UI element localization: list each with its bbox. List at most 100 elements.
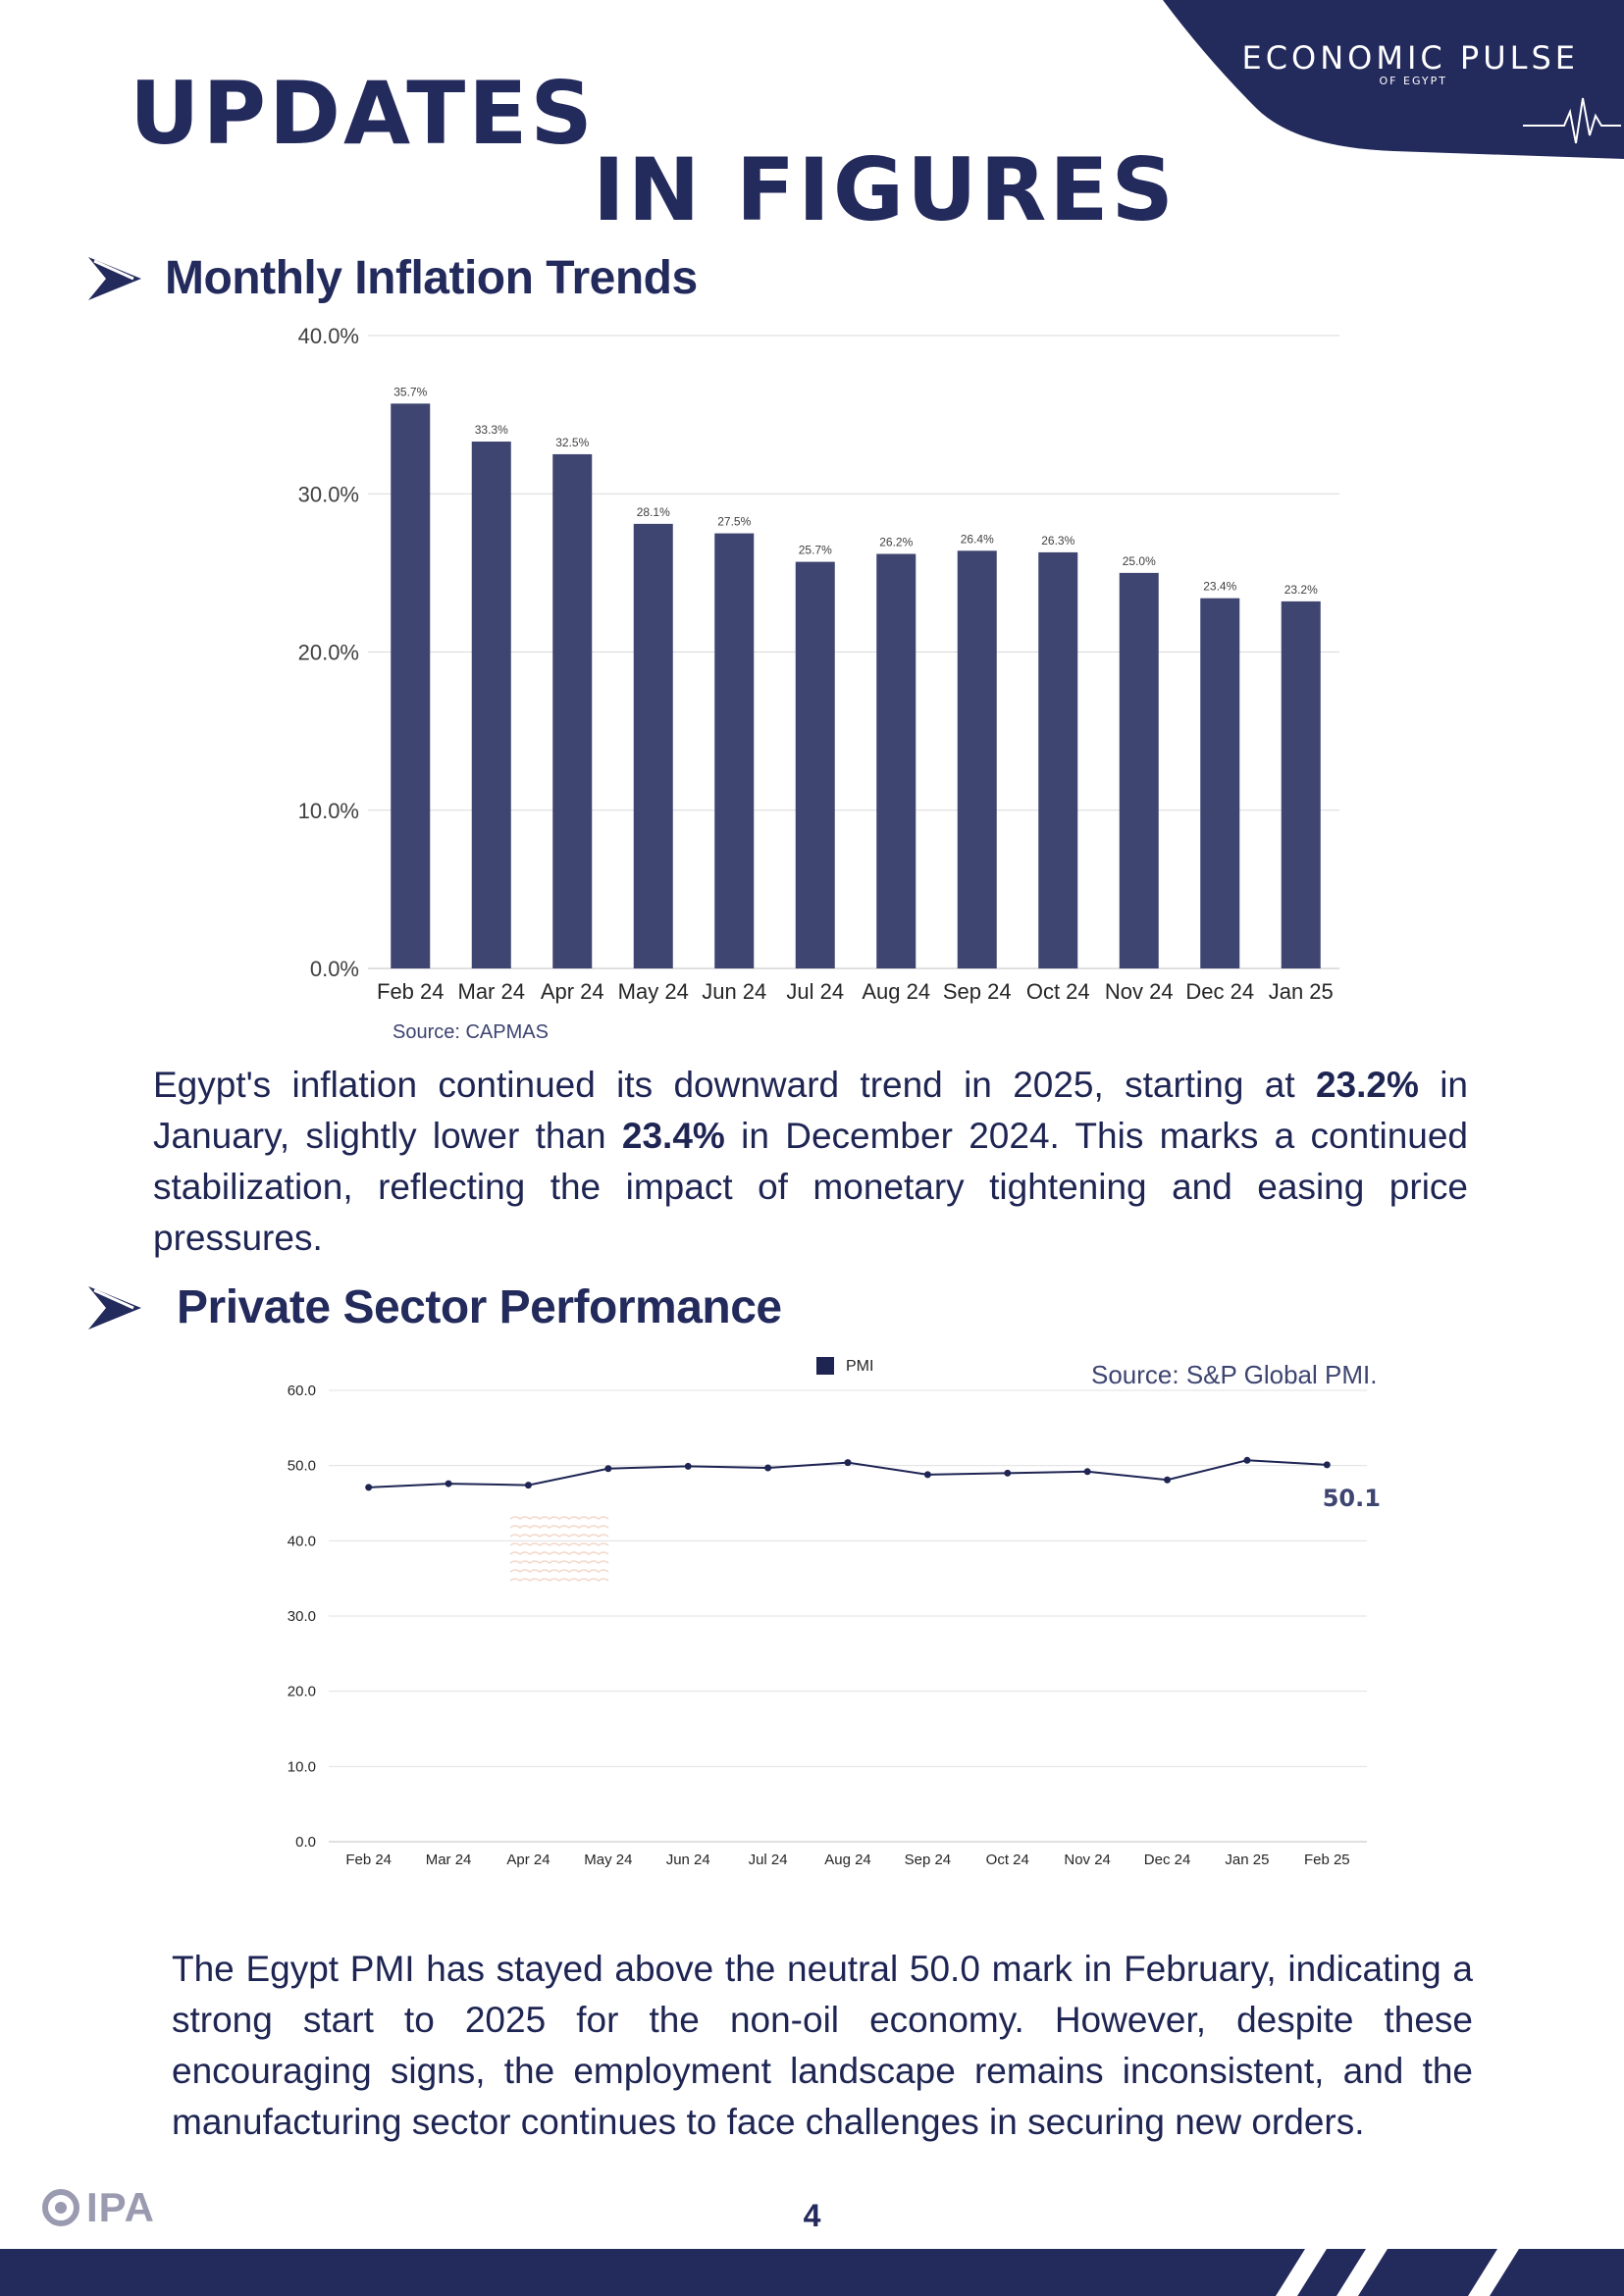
brand-subtitle: OF EGYPT xyxy=(1379,75,1447,87)
inflation-section-heading: Monthly Inflation Trends xyxy=(86,251,698,305)
pmi-point xyxy=(684,1462,692,1470)
bar-value-label: 26.4% xyxy=(961,532,994,546)
wave-decoration xyxy=(509,1525,609,1529)
pmi-point xyxy=(524,1482,532,1489)
y-tick-label: 0.0% xyxy=(310,957,359,981)
wave-decoration xyxy=(509,1560,609,1564)
inflation-bar-chart: 0.0% 10.0% 20.0% 30.0% 40.0% 35.7% Feb 24 33.3%… xyxy=(298,324,1339,1004)
bar xyxy=(1038,551,1078,968)
wave-decoration xyxy=(509,1551,609,1555)
bar xyxy=(957,550,997,968)
x-tick-label: Jan 25 xyxy=(1269,979,1334,1004)
y-tick-label: 60.0 xyxy=(288,1383,316,1399)
x-tick-label: Oct 24 xyxy=(986,1852,1029,1868)
wave-decoration xyxy=(509,1569,609,1573)
bar xyxy=(1119,572,1159,968)
page-number: 4 xyxy=(803,2198,821,2233)
bar-value-label: 28.1% xyxy=(637,505,670,519)
bar xyxy=(876,553,917,968)
x-tick-label: Nov 24 xyxy=(1064,1852,1111,1868)
heartbeat-icon xyxy=(1523,97,1621,144)
y-tick-label: 50.0 xyxy=(288,1458,316,1475)
x-tick-label: Feb 24 xyxy=(345,1852,392,1868)
pmi-section-heading: Private Sector Performance xyxy=(86,1280,782,1334)
bar xyxy=(552,453,593,968)
pmi-point xyxy=(365,1484,373,1491)
legend-swatch xyxy=(816,1357,834,1375)
pmi-source: Source: S&P Global PMI. xyxy=(1091,1360,1378,1389)
pmi-point xyxy=(1323,1461,1331,1469)
bar xyxy=(1281,600,1321,968)
x-tick-label: Nov 24 xyxy=(1105,979,1174,1004)
bar-value-label: 25.7% xyxy=(799,544,832,557)
pmi-point xyxy=(445,1480,452,1487)
x-tick-label: Apr 24 xyxy=(541,979,604,1004)
y-tick-label: 10.0% xyxy=(298,799,359,823)
wave-decoration xyxy=(509,1516,609,1520)
x-tick-label: Mar 24 xyxy=(426,1852,472,1868)
pmi-point xyxy=(1004,1469,1012,1477)
bar-value-label: 23.4% xyxy=(1203,580,1236,594)
y-tick-label: 30.0% xyxy=(298,482,359,506)
ipa-logo: IPA xyxy=(41,2184,155,2231)
wave-decoration xyxy=(509,1542,609,1546)
pmi-point xyxy=(923,1471,931,1479)
header-brand-shape xyxy=(1163,0,1624,159)
x-tick-label: Jun 24 xyxy=(666,1852,710,1868)
x-tick-label: Jan 25 xyxy=(1225,1852,1269,1868)
x-tick-label: Mar 24 xyxy=(458,979,525,1004)
headline-updates: UPDATES xyxy=(130,63,596,164)
inflation-source: Source: CAPMAS xyxy=(393,1021,549,1043)
x-tick-label: May 24 xyxy=(618,979,689,1004)
bar xyxy=(391,403,431,968)
y-tick-label: 20.0% xyxy=(298,641,359,665)
headline-in-figures: IN FIGURES xyxy=(593,139,1177,240)
pmi-point xyxy=(1083,1468,1091,1476)
y-tick-label: 10.0 xyxy=(288,1758,316,1775)
x-tick-label: Sep 24 xyxy=(943,979,1012,1004)
bar xyxy=(633,523,673,968)
y-tick-label: 0.0 xyxy=(295,1834,316,1851)
x-tick-label: Apr 24 xyxy=(506,1852,550,1868)
bar-value-label: 23.2% xyxy=(1284,583,1318,597)
bar-value-label: 27.5% xyxy=(717,515,751,529)
pmi-point xyxy=(1243,1456,1251,1464)
inflation-paragraph: Egypt's inflation continued its downward… xyxy=(153,1065,1469,1258)
chevron-arrow-icon xyxy=(88,256,141,300)
bar-value-label: 26.2% xyxy=(879,536,913,549)
brand-title: ECONOMIC PULSE xyxy=(1241,39,1579,77)
wave-decoration xyxy=(509,1578,609,1582)
inflation-jan-value: 23.2% xyxy=(1315,1065,1419,1105)
bar xyxy=(795,561,835,968)
pmi-paragraph: The Egypt PMI has stayed above the neutr… xyxy=(172,1949,1473,2142)
x-tick-label: Oct 24 xyxy=(1026,979,1090,1004)
bar-value-label: 25.0% xyxy=(1123,554,1156,568)
pmi-section-title: Private Sector Performance xyxy=(177,1281,782,1333)
x-tick-label: Jun 24 xyxy=(702,979,766,1004)
pmi-point xyxy=(604,1465,612,1473)
x-tick-label: May 24 xyxy=(584,1852,632,1868)
pmi-line-chart: 0.0 10.0 20.0 30.0 40.0 50.0 60.0 Feb 24 Mar 24 A… xyxy=(288,1357,1381,1868)
x-tick-label: Aug 24 xyxy=(824,1852,871,1868)
wave-decoration xyxy=(509,1534,609,1538)
pmi-point xyxy=(844,1459,852,1467)
bar xyxy=(714,533,755,968)
bar-value-label: 35.7% xyxy=(393,385,427,398)
x-tick-label: Jul 24 xyxy=(749,1852,788,1868)
x-tick-label: Aug 24 xyxy=(862,979,930,1004)
bar-value-label: 32.5% xyxy=(555,436,589,449)
y-tick-label: 40.0% xyxy=(298,324,359,348)
ipa-logo-icon xyxy=(42,2189,79,2226)
legend-label: PMI xyxy=(846,1358,873,1375)
bar-value-label: 26.3% xyxy=(1041,534,1074,548)
inflation-dec-value: 23.4% xyxy=(621,1116,725,1156)
y-tick-label: 30.0 xyxy=(288,1608,316,1625)
bar xyxy=(1200,598,1240,968)
x-tick-label: Feb 25 xyxy=(1304,1852,1350,1868)
y-tick-label: 20.0 xyxy=(288,1684,316,1700)
inflation-section-title: Monthly Inflation Trends xyxy=(165,252,698,304)
pmi-last-value-label: 50.1 xyxy=(1323,1485,1381,1512)
x-tick-label: Feb 24 xyxy=(377,979,445,1004)
bar-value-label: 33.3% xyxy=(475,423,508,437)
x-tick-label: Sep 24 xyxy=(905,1852,952,1868)
